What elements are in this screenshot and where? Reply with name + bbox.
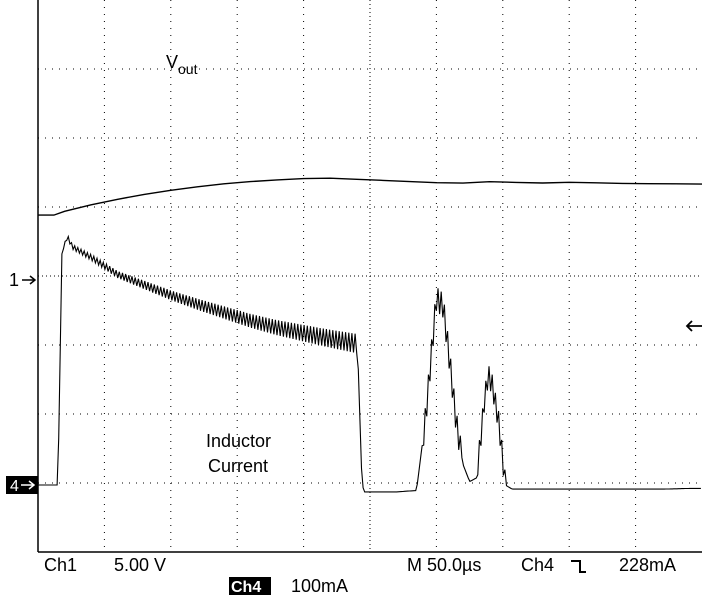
trigger-level: 228mA bbox=[619, 555, 676, 575]
trigger-source: Ch4 bbox=[521, 555, 554, 575]
vout-label-main: V bbox=[166, 52, 178, 72]
timebase-readout: M 50.0µs bbox=[407, 555, 481, 575]
ch1-marker-label: 1 bbox=[9, 270, 19, 290]
ch4-scale: 100mA bbox=[291, 576, 348, 596]
graticule-grid bbox=[38, 0, 702, 552]
ch1-scale: 5.00 V bbox=[114, 555, 166, 575]
ch1-ground-marker: 1 bbox=[9, 270, 37, 290]
waveform-traces bbox=[38, 177, 702, 493]
trigger-level-arrow-icon bbox=[685, 320, 702, 332]
inductor-label-line1: Inductor bbox=[206, 431, 271, 451]
ch4-status-badge: Ch4 bbox=[229, 577, 271, 596]
inductor-current-trace bbox=[38, 234, 701, 493]
inductor-label-line2: Current bbox=[208, 456, 268, 476]
ch1-label: Ch1 bbox=[44, 555, 77, 575]
vout-series-label: Vout bbox=[166, 52, 198, 77]
vout-trace bbox=[38, 177, 702, 216]
trigger-falling-edge-icon bbox=[571, 560, 586, 573]
ch4-label: Ch4 bbox=[231, 579, 261, 596]
ch4-marker-label: 4 bbox=[10, 478, 19, 495]
ch4-ground-marker: 4 bbox=[6, 476, 38, 495]
vout-label-sub: out bbox=[178, 61, 198, 77]
